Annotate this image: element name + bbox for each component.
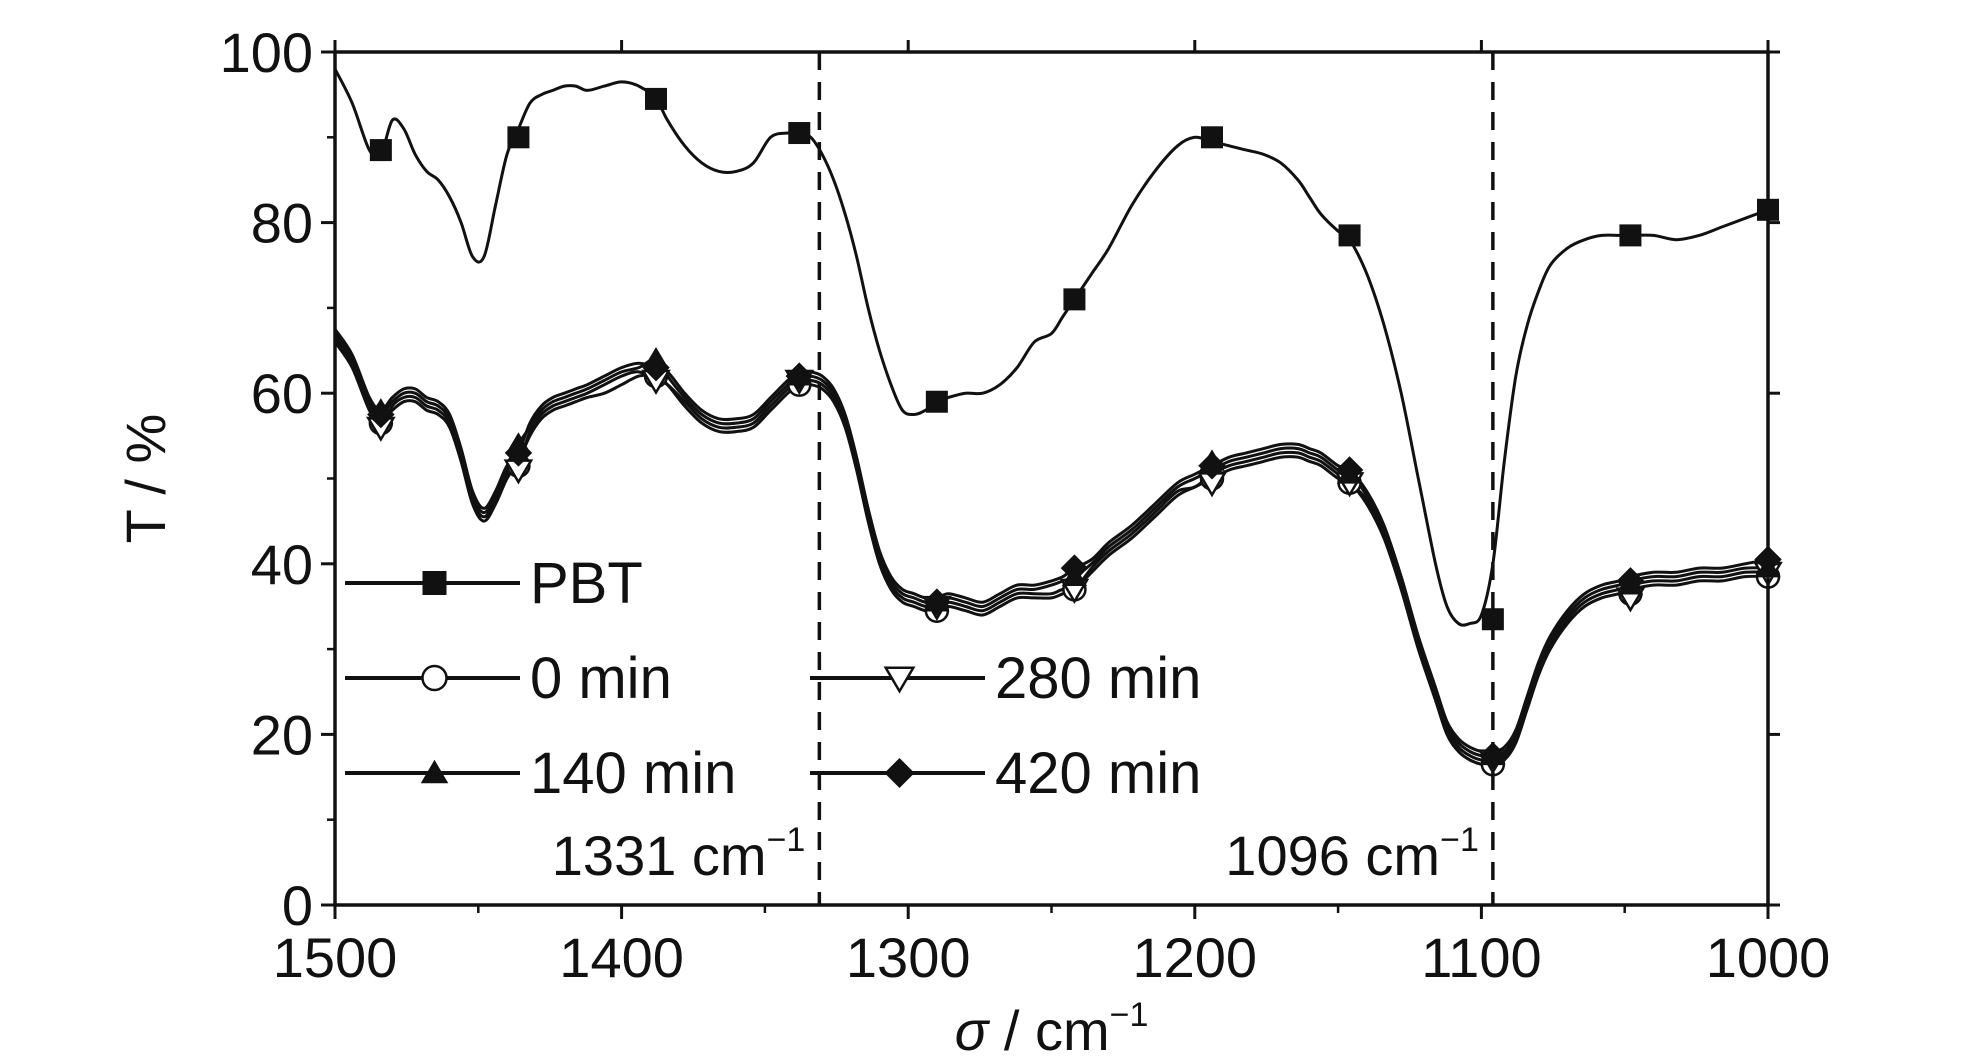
legend-item-420-min: 420 min [810, 741, 1201, 806]
legend-label-pbt: PBT [530, 551, 643, 616]
marker-420-min-9 [1616, 567, 1645, 595]
marker-pbt-4 [925, 390, 948, 413]
annotations: 1331 cm−1 1096 cm−1 [552, 52, 1495, 905]
marker-pbt-3 [788, 122, 811, 145]
legend-marker-pbt [422, 571, 447, 595]
y-tick-label-0: 0 [282, 874, 313, 937]
y-tick-label-80: 80 [251, 192, 313, 255]
y-tick-label-40: 40 [251, 533, 313, 596]
marker-420-min-4 [923, 588, 951, 616]
legend-label-280-min: 280 min [995, 646, 1201, 711]
marker-420-min-7 [1335, 456, 1364, 484]
legend-item-pbt: PBT [345, 551, 643, 616]
legend-label-0-min: 0 min [530, 646, 672, 711]
x-tick-label-1100: 1100 [1421, 926, 1541, 989]
marker-pbt-2 [644, 87, 667, 110]
legend-marker-0-min [421, 664, 448, 692]
legend-marker-280-min [883, 666, 916, 694]
x-tick-label-1200: 1200 [1133, 926, 1258, 989]
legend-item-280-min: 280 min [810, 646, 1201, 711]
marker-pbt-8 [1481, 608, 1504, 631]
legend: PBT 0 min 280 min 140 min 420 min [345, 551, 1201, 806]
legend-item-0-min: 0 min [345, 646, 672, 711]
plot-markers [366, 87, 1783, 777]
legend-marker-140-min [420, 759, 449, 784]
y-axis-title: T / % [114, 414, 177, 544]
x-tick-label-1300: 1300 [846, 926, 971, 989]
y-tick-label-60: 60 [251, 362, 313, 425]
x-axis-title: σ / cm−1 [955, 996, 1149, 1062]
legend-label-140-min: 140 min [530, 741, 736, 806]
marker-420-min-3 [785, 362, 814, 390]
x-tick-label-1500: 1500 [273, 926, 398, 989]
annotation-label-1096: 1096 cm−1 [1225, 821, 1479, 887]
marker-pbt-1 [507, 126, 530, 149]
marker-pbt-5 [1063, 288, 1086, 311]
marker-pbt-6 [1200, 126, 1223, 149]
marker-pbt-0 [369, 139, 392, 162]
x-tick-label-1400: 1400 [559, 926, 684, 989]
axes: 1500 1400 1300 1200 1100 1000 0 20 40 60 80 100 σ / … [114, 21, 1830, 1062]
series-line-pbt [333, 68, 1769, 627]
marker-420-min-1 [504, 439, 533, 467]
marker-420-min-5 [1060, 554, 1089, 582]
marker-pbt-7 [1338, 224, 1361, 247]
marker-pbt-9 [1619, 224, 1642, 247]
y-tick-label-20: 20 [251, 703, 313, 766]
marker-420-min-6 [1198, 451, 1226, 480]
legend-marker-420-min [884, 758, 915, 788]
y-tick-label-100: 100 [220, 21, 313, 84]
marker-420-min-2 [642, 353, 670, 382]
annotation-label-1331: 1331 cm−1 [552, 821, 806, 887]
marker-420-min-0 [367, 400, 395, 429]
x-tick-label-1000: 1000 [1706, 926, 1831, 989]
legend-item-140-min: 140 min [345, 741, 736, 806]
legend-label-420-min: 420 min [995, 741, 1201, 806]
